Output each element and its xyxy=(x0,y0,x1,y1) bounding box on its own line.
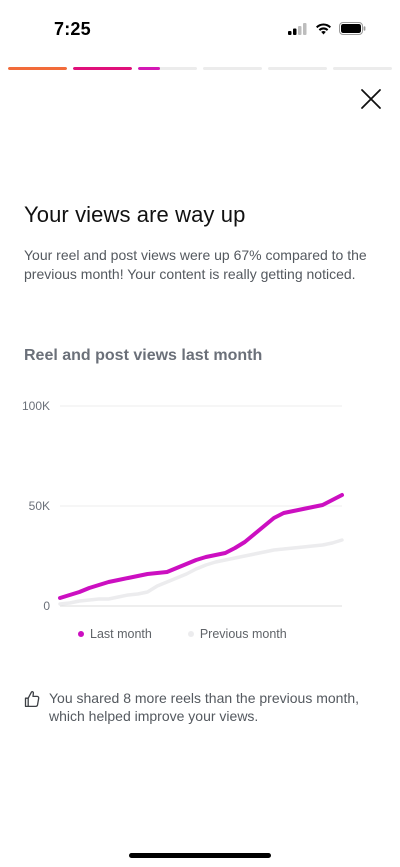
story-progress-segment xyxy=(333,67,392,70)
legend-label: Last month xyxy=(90,627,152,641)
story-progress-segment xyxy=(73,67,132,70)
close-button[interactable] xyxy=(358,86,384,112)
legend-dot xyxy=(78,631,84,637)
status-icons xyxy=(288,22,366,35)
home-indicator[interactable] xyxy=(129,853,271,858)
chart-title: Reel and post views last month xyxy=(24,347,263,364)
story-progress-segment xyxy=(138,67,197,70)
y-tick-label: 0 xyxy=(43,599,50,613)
status-time: 7:25 xyxy=(54,19,91,39)
status-bar: 7:25 xyxy=(0,0,400,58)
close-icon xyxy=(361,89,381,109)
description-text: Your reel and post views were up 67% com… xyxy=(24,247,367,282)
y-tick-label: 100K xyxy=(22,399,50,413)
story-progress-bar xyxy=(8,67,392,70)
story-progress-segment xyxy=(203,67,262,70)
wifi-icon xyxy=(316,23,331,35)
views-line-chart: 0 50K 100K xyxy=(22,399,344,613)
legend-item: Last month xyxy=(78,627,152,641)
legend-dot xyxy=(187,631,194,637)
cellular-signal-icon xyxy=(288,22,307,35)
thumbs-up-icon xyxy=(24,691,40,708)
legend-item: Previous month xyxy=(187,627,287,641)
legend-label: Previous month xyxy=(199,627,287,641)
story-progress-fill xyxy=(138,67,160,70)
chart-legend: Last month Previous month xyxy=(78,627,287,641)
insight-text: You shared 8 more reels than the previou… xyxy=(49,690,360,724)
story-progress-fill xyxy=(8,67,67,70)
series-line-last-month xyxy=(58,493,344,600)
story-progress-segment xyxy=(8,67,67,70)
story-progress-fill xyxy=(73,67,132,70)
y-tick-label: 50K xyxy=(29,499,50,513)
story-progress-segment xyxy=(268,67,327,70)
series-line-previous-month xyxy=(58,538,344,606)
battery-icon xyxy=(339,22,366,35)
insight-row: You shared 8 more reels than the previou… xyxy=(24,689,376,725)
page-title: Your views are way up xyxy=(24,202,246,227)
